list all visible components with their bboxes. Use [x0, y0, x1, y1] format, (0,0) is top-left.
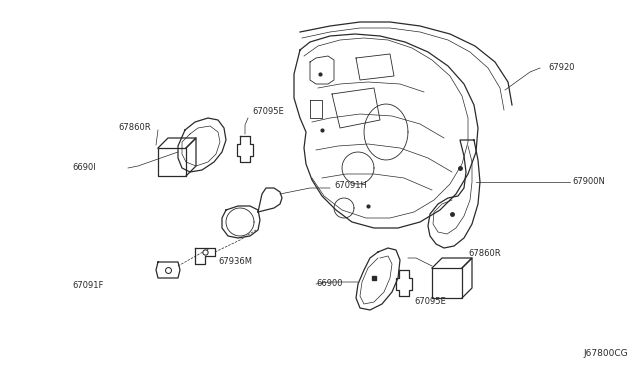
Text: 67920: 67920	[548, 64, 575, 73]
Text: 67900N: 67900N	[572, 177, 605, 186]
Text: 67860R: 67860R	[118, 124, 150, 132]
Text: 67091H: 67091H	[334, 180, 367, 189]
Text: 6690l: 6690l	[72, 164, 95, 173]
Text: 67936M: 67936M	[218, 257, 252, 266]
Text: 67095E: 67095E	[252, 108, 284, 116]
Text: J67800CG: J67800CG	[584, 349, 628, 358]
Text: 67091F: 67091F	[72, 282, 104, 291]
Text: 66900: 66900	[316, 279, 342, 289]
Text: 67095E: 67095E	[414, 298, 445, 307]
Text: 67860R: 67860R	[468, 250, 500, 259]
